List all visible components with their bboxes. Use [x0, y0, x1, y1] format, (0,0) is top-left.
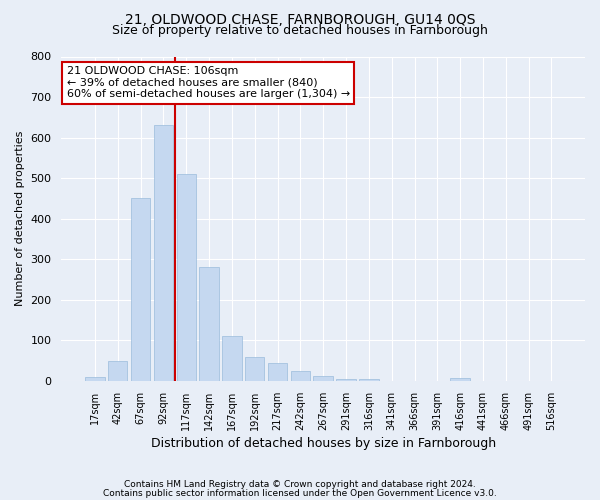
Y-axis label: Number of detached properties: Number of detached properties	[15, 131, 25, 306]
Bar	[154, 126, 173, 381]
Bar	[290, 371, 310, 381]
Bar	[359, 379, 379, 381]
Text: Contains HM Land Registry data © Crown copyright and database right 2024.: Contains HM Land Registry data © Crown c…	[124, 480, 476, 489]
Text: Size of property relative to detached houses in Farnborough: Size of property relative to detached ho…	[112, 24, 488, 37]
Bar	[108, 360, 127, 381]
Bar	[337, 379, 356, 381]
Bar	[451, 378, 470, 381]
Text: 21, OLDWOOD CHASE, FARNBOROUGH, GU14 0QS: 21, OLDWOOD CHASE, FARNBOROUGH, GU14 0QS	[125, 12, 475, 26]
Bar	[85, 377, 104, 381]
Bar	[313, 376, 333, 381]
Bar	[176, 174, 196, 381]
Bar	[222, 336, 242, 381]
Text: 21 OLDWOOD CHASE: 106sqm
← 39% of detached houses are smaller (840)
60% of semi-: 21 OLDWOOD CHASE: 106sqm ← 39% of detach…	[67, 66, 350, 100]
X-axis label: Distribution of detached houses by size in Farnborough: Distribution of detached houses by size …	[151, 437, 496, 450]
Bar	[245, 356, 265, 381]
Bar	[199, 268, 219, 381]
Text: Contains public sector information licensed under the Open Government Licence v3: Contains public sector information licen…	[103, 489, 497, 498]
Bar	[131, 198, 150, 381]
Bar	[268, 362, 287, 381]
